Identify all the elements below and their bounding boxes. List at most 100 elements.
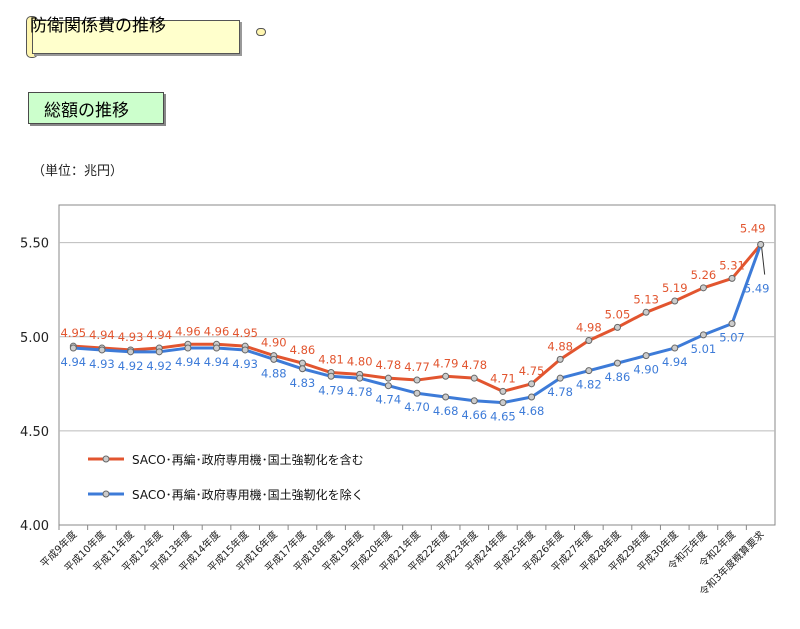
data-point-s1 [671, 297, 679, 305]
data-point-s2 [184, 344, 192, 352]
plot-area [58, 204, 776, 526]
data-label-s2: 4.88 [261, 366, 287, 380]
data-point-s2 [470, 397, 478, 405]
data-label-s2: 4.78 [347, 385, 373, 399]
data-point-s1 [442, 372, 450, 380]
scroll-curl-right [256, 28, 266, 36]
data-label-s2: 4.79 [318, 383, 344, 397]
data-label-s1: 5.49 [740, 222, 766, 236]
data-point-s2 [69, 344, 77, 352]
data-point-s1 [470, 374, 478, 382]
data-label-s2: 4.94 [204, 355, 230, 369]
data-label-s2: 4.93 [232, 357, 258, 371]
data-label-s2: 4.94 [61, 355, 87, 369]
data-point-s2 [499, 399, 507, 407]
data-label-s2: 4.78 [547, 385, 573, 399]
data-label-s2: 4.86 [605, 370, 631, 384]
data-label-s1: 4.95 [61, 326, 87, 340]
data-point-s2 [642, 352, 650, 360]
data-label-s1: 4.88 [547, 339, 573, 353]
title-box [32, 20, 240, 54]
data-label-s1: 4.93 [118, 330, 144, 344]
data-point-s1 [413, 376, 421, 384]
data-label-s1: 4.80 [347, 354, 373, 368]
data-label-s1: 4.95 [232, 326, 258, 340]
legend-label-2: SACO･再編･政府専用機･国土強靭化を除く [132, 487, 364, 502]
data-point-s2 [585, 367, 593, 375]
data-point-s2 [384, 382, 392, 390]
data-label-s1: 4.94 [146, 328, 172, 342]
data-point-s2 [442, 393, 450, 401]
y-tick-label: 5.00 [20, 331, 49, 346]
data-point-s2 [356, 374, 364, 382]
data-point-s2 [556, 374, 564, 382]
data-label-s2: 4.66 [461, 408, 487, 422]
legend-label-1: SACO･再編･政府専用機･国土強靭化を含む [132, 452, 364, 467]
data-label-s2: 4.90 [633, 363, 659, 377]
data-point-s1 [642, 308, 650, 316]
data-label-s2: 4.92 [118, 359, 144, 373]
data-label-s2: 4.65 [490, 410, 516, 424]
data-label-s2: 4.94 [662, 355, 688, 369]
page-title: 防衛関係費の推移 [30, 16, 166, 36]
data-point-s2 [699, 331, 707, 339]
data-point-s2 [241, 346, 249, 354]
data-point-s1 [728, 274, 736, 282]
data-label-s1: 5.19 [662, 281, 688, 295]
data-label-s2: 4.83 [290, 376, 316, 390]
data-label-s1: 4.90 [261, 336, 287, 350]
data-point-s2 [528, 393, 536, 401]
unit-label: （単位：兆円） [32, 164, 124, 179]
title-banner [24, 16, 266, 58]
data-label-s1: 4.71 [490, 371, 516, 385]
data-label-s1: 5.13 [633, 292, 659, 306]
data-label-s1: 4.81 [318, 353, 344, 367]
data-label-s2: 5.49 [744, 282, 770, 296]
data-point-s1 [585, 337, 593, 345]
data-label-s1: 4.79 [433, 356, 459, 370]
data-point-s2 [213, 344, 221, 352]
y-tick-label: 4.00 [20, 519, 49, 534]
data-label-s1: 4.96 [204, 324, 230, 338]
data-label-s2: 4.93 [89, 357, 115, 371]
data-label-s2: 4.74 [376, 393, 402, 407]
data-label-s2: 5.07 [719, 331, 745, 345]
data-label-s1: 5.31 [719, 258, 745, 272]
data-point-s1 [528, 380, 536, 388]
data-point-s1 [298, 359, 306, 367]
data-label-s2: 4.92 [146, 359, 172, 373]
data-point-s2 [298, 365, 306, 373]
data-point-s2 [127, 348, 135, 356]
data-label-s1: 4.77 [404, 360, 430, 374]
data-label-s1: 4.86 [290, 343, 316, 357]
label-leader-line [761, 247, 766, 275]
data-point-s2 [155, 348, 163, 356]
data-label-s1: 4.75 [519, 364, 545, 378]
data-point-s2 [671, 344, 679, 352]
data-point-s1 [556, 355, 564, 363]
data-label-s2: 4.68 [433, 404, 459, 418]
data-label-s1: 5.26 [691, 268, 717, 282]
data-label-s1: 4.78 [376, 358, 402, 372]
legend-marker-2 [102, 490, 110, 498]
data-point-s2 [270, 355, 278, 363]
data-point-s2 [413, 389, 421, 397]
data-point-s1 [613, 323, 621, 331]
data-label-s1: 4.94 [89, 328, 115, 342]
y-tick-label: 4.50 [20, 425, 49, 440]
subtitle: 総額の推移 [44, 101, 129, 121]
data-point-s2 [757, 241, 765, 249]
data-point-s2 [327, 372, 335, 380]
data-point-s2 [613, 359, 621, 367]
data-label-s2: 5.01 [691, 342, 717, 356]
data-point-s2 [728, 320, 736, 328]
data-label-s2: 4.70 [404, 400, 430, 414]
legend-marker-1 [102, 455, 110, 463]
data-point-s1 [699, 284, 707, 292]
data-label-s1: 4.78 [461, 358, 487, 372]
subtitle-box [28, 92, 164, 124]
data-label-s1: 4.98 [576, 321, 602, 335]
data-label-s1: 5.05 [605, 307, 631, 321]
data-label-s1: 4.96 [175, 324, 201, 338]
